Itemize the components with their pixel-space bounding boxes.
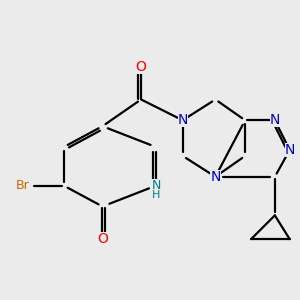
Text: Br: Br	[15, 179, 29, 192]
Text: H: H	[152, 190, 160, 200]
Text: N: N	[284, 143, 295, 157]
Text: O: O	[97, 232, 108, 246]
Text: O: O	[136, 60, 146, 74]
Text: N: N	[210, 170, 220, 184]
Text: N: N	[178, 113, 188, 127]
Text: N: N	[151, 179, 160, 192]
Text: N: N	[270, 113, 280, 127]
